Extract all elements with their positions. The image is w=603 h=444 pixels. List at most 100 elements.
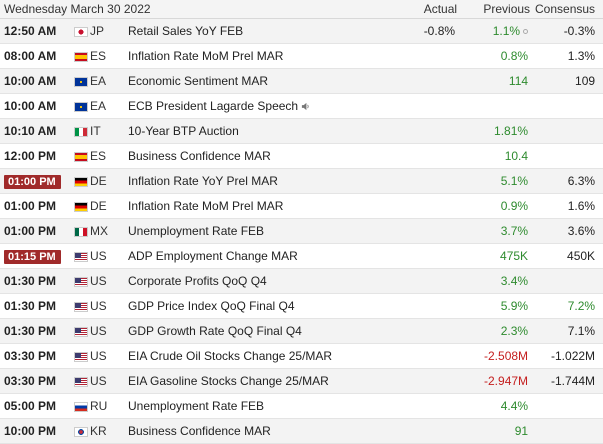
event-name-cell[interactable]: Unemployment Rate FEB — [124, 393, 373, 419]
speaker-icon — [302, 103, 309, 111]
actual-value: -0.8% — [372, 18, 458, 44]
event-time: 10:00 AM — [4, 99, 57, 113]
event-name-link[interactable]: Unemployment Rate FEB — [128, 224, 265, 238]
event-name-link[interactable]: ADP Employment Change MAR — [128, 249, 298, 263]
flag-cell — [72, 218, 90, 244]
previous-value-cell: 1.1% — [457, 18, 531, 44]
table-row[interactable]: 10:00 AM EA ECB President Lagarde Speech — [0, 93, 603, 119]
event-name-cell[interactable]: Retail Sales YoY FEB — [124, 18, 373, 44]
event-time-cell: 10:10 AM — [0, 118, 72, 144]
event-name-cell[interactable]: 10-Year BTP Auction — [124, 118, 373, 144]
event-name-cell[interactable]: Unemployment Rate FEB — [124, 218, 373, 244]
previous-value: 91 — [514, 424, 529, 438]
country-code: US — [90, 368, 124, 394]
event-name-link[interactable]: Economic Sentiment MAR — [128, 74, 269, 88]
table-row[interactable]: 12:00 PM ES Business Confidence MAR 10.4 — [0, 143, 603, 169]
country-code: RU — [90, 393, 124, 419]
country-flag-icon — [74, 76, 88, 87]
previous-value-cell: 3.7% — [457, 218, 531, 244]
table-row[interactable]: 01:30 PM US Corporate Profits QoQ Q4 3.4… — [0, 268, 603, 294]
event-name-link[interactable]: Business Confidence MAR — [128, 424, 271, 438]
event-name-cell[interactable]: EIA Gasoline Stocks Change 25/MAR — [124, 368, 373, 394]
previous-value: 5.9% — [500, 299, 529, 313]
country-flag-icon — [74, 426, 88, 437]
event-name-cell[interactable]: EIA Crude Oil Stocks Change 25/MAR — [124, 343, 373, 369]
country-code: EA — [90, 68, 124, 94]
event-time: 10:10 AM — [4, 124, 57, 138]
country-flag-icon — [74, 301, 88, 312]
event-name-link[interactable]: Retail Sales YoY FEB — [128, 24, 244, 38]
event-time-cell: 05:00 PM — [0, 393, 72, 419]
event-name-link[interactable]: GDP Growth Rate QoQ Final Q4 — [128, 324, 302, 338]
event-name-link[interactable]: Unemployment Rate FEB — [128, 399, 265, 413]
event-name-cell[interactable]: Inflation Rate MoM Prel MAR — [124, 193, 373, 219]
table-row[interactable]: 01:00 PM DE Inflation Rate MoM Prel MAR … — [0, 193, 603, 219]
country-code: US — [90, 343, 124, 369]
previous-value-cell: 5.1% — [457, 168, 531, 194]
table-row[interactable]: 01:15 PM US ADP Employment Change MAR 47… — [0, 243, 603, 269]
previous-value: 0.8% — [500, 49, 529, 63]
event-name-cell[interactable]: Inflation Rate MoM Prel MAR — [124, 43, 373, 69]
country-code: US — [90, 293, 124, 319]
event-name-cell[interactable]: Inflation Rate YoY Prel MAR — [124, 168, 373, 194]
event-name-cell[interactable]: Business Confidence MAR — [124, 143, 373, 169]
table-row[interactable]: 10:00 AM EA Economic Sentiment MAR 114 1… — [0, 68, 603, 94]
country-flag-icon — [74, 401, 88, 412]
flag-cell — [72, 368, 90, 394]
event-name-link[interactable]: Inflation Rate YoY Prel MAR — [128, 174, 278, 188]
country-code: US — [90, 318, 124, 344]
flag-cell — [72, 193, 90, 219]
table-row[interactable]: 12:50 AM JP Retail Sales YoY FEB -0.8% 1… — [0, 18, 603, 44]
event-name-link[interactable]: Inflation Rate MoM Prel MAR — [128, 49, 284, 63]
table-row[interactable]: 01:00 PM MX Unemployment Rate FEB 3.7% 3… — [0, 218, 603, 244]
actual-value — [372, 318, 458, 344]
previous-column-header[interactable]: Previous — [457, 0, 531, 19]
event-time: 03:30 PM — [4, 349, 57, 363]
event-name-link[interactable]: 10-Year BTP Auction — [128, 124, 239, 138]
table-row[interactable]: 01:30 PM US GDP Growth Rate QoQ Final Q4… — [0, 318, 603, 344]
table-row[interactable]: 05:00 PM RU Unemployment Rate FEB 4.4% — [0, 393, 603, 419]
country-flag-icon — [74, 101, 88, 112]
consensus-value — [530, 118, 603, 144]
event-time: 01:30 PM — [4, 299, 57, 313]
actual-value — [372, 218, 458, 244]
event-name-link[interactable]: EIA Gasoline Stocks Change 25/MAR — [128, 374, 329, 388]
event-name-link[interactable]: Inflation Rate MoM Prel MAR — [128, 199, 284, 213]
country-flag-icon — [74, 376, 88, 387]
table-row[interactable]: 01:00 PM DE Inflation Rate YoY Prel MAR … — [0, 168, 603, 194]
event-name-link[interactable]: Business Confidence MAR — [128, 149, 271, 163]
previous-value-cell: 475K — [457, 243, 531, 269]
country-flag-icon — [74, 201, 88, 212]
consensus-column-header[interactable]: Consensus — [530, 0, 603, 19]
event-name-cell[interactable]: ADP Employment Change MAR — [124, 243, 373, 269]
actual-value — [372, 293, 458, 319]
event-time-cell: 03:30 PM — [0, 343, 72, 369]
event-name-cell[interactable]: GDP Price Index QoQ Final Q4 — [124, 293, 373, 319]
flag-cell — [72, 43, 90, 69]
table-row[interactable]: 01:30 PM US GDP Price Index QoQ Final Q4… — [0, 293, 603, 319]
consensus-value — [530, 268, 603, 294]
country-code: US — [90, 268, 124, 294]
event-time: 01:30 PM — [4, 274, 57, 288]
consensus-value: 7.2% — [530, 293, 603, 319]
event-name-cell[interactable]: ECB President Lagarde Speech — [124, 93, 373, 119]
event-name-link[interactable]: GDP Price Index QoQ Final Q4 — [128, 299, 295, 313]
table-row[interactable]: 08:00 AM ES Inflation Rate MoM Prel MAR … — [0, 43, 603, 69]
event-name-link[interactable]: ECB President Lagarde Speech — [128, 99, 299, 113]
consensus-value: 3.6% — [530, 218, 603, 244]
table-row[interactable]: 03:30 PM US EIA Gasoline Stocks Change 2… — [0, 368, 603, 394]
event-name-link[interactable]: Corporate Profits QoQ Q4 — [128, 274, 267, 288]
event-time: 01:00 PM — [4, 224, 57, 238]
actual-column-header[interactable]: Actual — [372, 0, 458, 19]
event-name-cell[interactable]: Corporate Profits QoQ Q4 — [124, 268, 373, 294]
calendar-rows: 12:50 AM JP Retail Sales YoY FEB -0.8% 1… — [0, 18, 603, 444]
country-code: EA — [90, 93, 124, 119]
table-row[interactable]: 03:30 PM US EIA Crude Oil Stocks Change … — [0, 343, 603, 369]
event-name-cell[interactable]: GDP Growth Rate QoQ Final Q4 — [124, 318, 373, 344]
country-flag-icon — [74, 351, 88, 362]
consensus-value: 109 — [530, 68, 603, 94]
country-flag-icon — [74, 251, 88, 262]
event-name-cell[interactable]: Economic Sentiment MAR — [124, 68, 373, 94]
event-name-link[interactable]: EIA Crude Oil Stocks Change 25/MAR — [128, 349, 333, 363]
table-row[interactable]: 10:10 AM IT 10-Year BTP Auction 1.81% — [0, 118, 603, 144]
